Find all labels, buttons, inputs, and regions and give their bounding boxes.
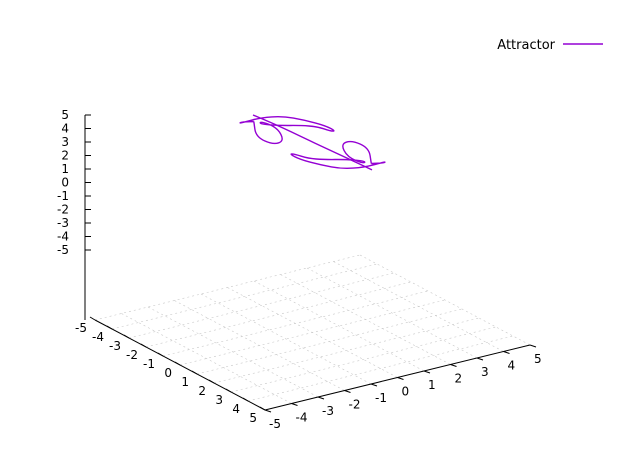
grid-line-y bbox=[174, 300, 345, 391]
attractor-curve-0 bbox=[239, 115, 335, 145]
x-tick-label: 0 bbox=[164, 366, 172, 380]
z-tick-label: -2 bbox=[57, 203, 69, 217]
series-curves bbox=[239, 114, 386, 171]
grid-line-y bbox=[333, 261, 504, 352]
x-tick-mark bbox=[191, 370, 198, 375]
y-tick-mark bbox=[397, 377, 404, 380]
x-tick-mark bbox=[123, 334, 130, 339]
y-tick-mark bbox=[370, 383, 378, 387]
x-tick-mark bbox=[106, 325, 113, 330]
grid-line-x bbox=[145, 281, 412, 348]
x-tick-mark bbox=[140, 343, 147, 348]
y-tick-label: 0 bbox=[402, 385, 410, 399]
x-tick-mark bbox=[89, 316, 96, 321]
legend-label-attractor: Attractor bbox=[497, 38, 555, 53]
y-tick-mark bbox=[423, 370, 431, 374]
z-tick-label: 0 bbox=[61, 176, 69, 190]
grid-line-y bbox=[147, 306, 319, 398]
x-tick-label: -5 bbox=[75, 321, 87, 335]
grid-line-x bbox=[111, 263, 378, 330]
z-tick-label: 1 bbox=[61, 162, 69, 176]
y-tick-label: -4 bbox=[296, 411, 308, 425]
x-tick-mark bbox=[259, 406, 266, 411]
z-tick-label: -1 bbox=[57, 189, 69, 203]
y-tick-mark bbox=[291, 403, 298, 406]
x-tick-label: 1 bbox=[181, 375, 189, 389]
z-tick-label: 2 bbox=[61, 149, 69, 163]
attractor-curve-1 bbox=[290, 140, 386, 170]
x-tick-label: 5 bbox=[249, 411, 257, 425]
z-tick-label: -5 bbox=[57, 243, 69, 257]
y-tick-label: 3 bbox=[481, 365, 489, 379]
x-tick-label: -3 bbox=[109, 339, 121, 353]
z-tick-label: 5 bbox=[61, 108, 69, 122]
y-tick-mark bbox=[476, 357, 484, 361]
grid-line-x bbox=[247, 335, 514, 402]
x-tick-label: 4 bbox=[232, 402, 240, 416]
grid-line-y bbox=[253, 280, 425, 372]
y-tick-mark bbox=[264, 409, 272, 413]
x-tick-label: -1 bbox=[143, 357, 155, 371]
legend: Attractor bbox=[497, 38, 603, 53]
z-tick-label: 3 bbox=[61, 135, 69, 149]
z-tick-label: -4 bbox=[57, 230, 69, 244]
grid-line-y bbox=[306, 267, 478, 359]
z-tick-label: 4 bbox=[61, 122, 69, 136]
grid-line-x bbox=[213, 317, 480, 384]
grid-line-y bbox=[121, 313, 292, 404]
y-tick-label: -1 bbox=[375, 391, 387, 405]
x-tick-mark bbox=[225, 388, 232, 393]
y-tick-label: 5 bbox=[534, 352, 542, 366]
y-tick-mark bbox=[317, 396, 325, 400]
y-tick-label: -5 bbox=[269, 417, 281, 431]
base-grid bbox=[94, 254, 531, 411]
grid-line-x bbox=[128, 272, 395, 339]
y-tick-label: 1 bbox=[428, 378, 436, 392]
grid-line-y bbox=[200, 293, 372, 385]
x-tick-label: -4 bbox=[92, 330, 104, 344]
x-tick-label: -2 bbox=[126, 348, 138, 362]
x-tick-mark bbox=[174, 361, 181, 366]
x-tick-mark bbox=[208, 379, 215, 384]
y-tick-label: -2 bbox=[349, 398, 361, 412]
x-tick-mark bbox=[157, 352, 164, 357]
y-tick-mark bbox=[529, 344, 537, 348]
y-tick-label: 4 bbox=[508, 359, 516, 373]
x-tick-mark bbox=[242, 397, 249, 402]
y-tick-mark bbox=[450, 364, 457, 367]
x-tick-label: 3 bbox=[215, 393, 223, 407]
grid-line-y bbox=[359, 254, 531, 346]
grid-line-y bbox=[280, 274, 451, 365]
grid-line-y bbox=[227, 287, 398, 378]
grid-line-x bbox=[230, 326, 497, 393]
z-tick-label: -3 bbox=[57, 216, 69, 230]
y-tick-mark bbox=[344, 390, 351, 393]
attractor-curve-2 bbox=[252, 114, 373, 171]
axes bbox=[84, 114, 537, 413]
y-tick-label: -3 bbox=[322, 404, 334, 418]
y-tick-mark bbox=[503, 351, 510, 354]
y-tick-label: 2 bbox=[455, 372, 463, 386]
x-tick-label: 2 bbox=[198, 384, 206, 398]
